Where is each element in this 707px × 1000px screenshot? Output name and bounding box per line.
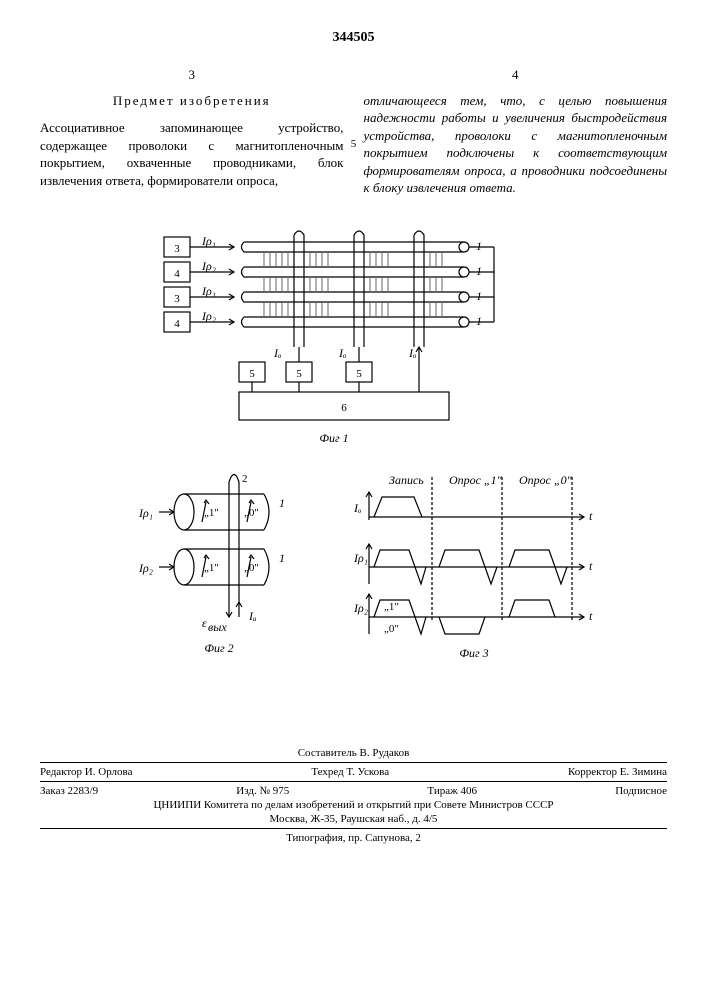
svg-text:Iₐ: Iₐ bbox=[248, 609, 257, 623]
fig3-caption: Фиг 3 bbox=[459, 646, 488, 660]
svg-text:4: 4 bbox=[174, 268, 180, 280]
svg-text:1: 1 bbox=[476, 239, 482, 253]
svg-text:2: 2 bbox=[297, 227, 303, 228]
right-column: 4 отличающееся тем, что, с целью повышен… bbox=[364, 66, 668, 197]
izd: Изд. № 975 bbox=[236, 785, 289, 797]
patent-figures-svg: .l { stroke:#000; stroke-width:1.2; fill… bbox=[104, 227, 604, 707]
svg-text:Iρ₂: Iρ₂ bbox=[353, 601, 368, 615]
svg-text:Iρ₂: Iρ₂ bbox=[138, 561, 153, 575]
svg-text:Iρ₁: Iρ₁ bbox=[201, 284, 216, 298]
line-number-5: 5 bbox=[351, 138, 357, 150]
svg-text:1: 1 bbox=[279, 551, 285, 565]
svg-text:„1": „1" bbox=[204, 507, 219, 519]
corrector: Корректор Е. Зимина bbox=[568, 766, 667, 778]
svg-text:вых: вых bbox=[208, 620, 227, 634]
svg-text:1: 1 bbox=[476, 289, 482, 303]
svg-text:1: 1 bbox=[476, 314, 482, 328]
fig1-hatch bbox=[264, 253, 442, 316]
patent-number: 344505 bbox=[40, 30, 667, 46]
fig1-conductors: 2 2 2 bbox=[294, 227, 424, 347]
svg-text:5: 5 bbox=[296, 368, 302, 380]
typo: Типография, пр. Сапунова, 2 bbox=[40, 832, 667, 844]
svg-text:2: 2 bbox=[242, 473, 248, 485]
right-text: отличающееся тем, что, с целью повышения… bbox=[364, 92, 668, 197]
svg-text:6: 6 bbox=[341, 402, 347, 414]
editor: Редактор И. Орлова bbox=[40, 766, 132, 778]
svg-text:„1": „1" bbox=[384, 601, 399, 613]
svg-text:Iρ₁: Iρ₁ bbox=[201, 234, 216, 248]
svg-text:„0": „0" bbox=[384, 623, 399, 635]
left-text: Ассоциативное запоминающее устройство, с… bbox=[40, 119, 344, 189]
svg-text:t: t bbox=[589, 509, 593, 523]
svg-text:1: 1 bbox=[279, 496, 285, 510]
svg-text:t: t bbox=[589, 609, 593, 623]
svg-text:Iₒ: Iₒ bbox=[408, 346, 417, 360]
svg-text:„1": „1" bbox=[204, 562, 219, 574]
fig3: Запись Опрос „1" Опрос „0" Iₒ t Iρ₁ t Iρ… bbox=[353, 473, 593, 635]
fig2-caption: Фиг 2 bbox=[204, 641, 233, 655]
org: ЦНИИПИ Комитета по делам изобретений и о… bbox=[40, 799, 667, 811]
svg-text:Iₒ: Iₒ bbox=[353, 501, 362, 515]
svg-text:Запись: Запись bbox=[389, 473, 424, 487]
svg-text:2: 2 bbox=[417, 227, 423, 228]
svg-text:5: 5 bbox=[249, 368, 255, 380]
tehred: Техред Т. Ускова bbox=[311, 766, 389, 778]
svg-text:Опрос „1": Опрос „1" bbox=[449, 473, 503, 487]
svg-text:ε: ε bbox=[202, 616, 207, 630]
claim-text-area: 3 Предмет изобретения Ассоциативное запо… bbox=[40, 66, 667, 197]
svg-text:2: 2 bbox=[357, 227, 363, 228]
svg-text:Iρ₁: Iρ₁ bbox=[353, 551, 368, 565]
svg-text:Iρ₁: Iρ₁ bbox=[138, 506, 153, 520]
svg-text:1: 1 bbox=[476, 264, 482, 278]
col-num-left: 3 bbox=[40, 66, 344, 84]
fig1-wires bbox=[241, 242, 469, 327]
svg-text:Iₒ: Iₒ bbox=[338, 346, 347, 360]
svg-text:Опрос „0": Опрос „0" bbox=[519, 473, 573, 487]
svg-text:„0": „0" bbox=[244, 562, 259, 574]
subject-heading: Предмет изобретения bbox=[40, 92, 344, 110]
left-column: 3 Предмет изобретения Ассоциативное запо… bbox=[40, 66, 344, 197]
svg-text:Iρ₂: Iρ₂ bbox=[201, 259, 216, 273]
address: Москва, Ж-35, Раушская наб., д. 4/5 bbox=[40, 813, 667, 825]
svg-text:3: 3 bbox=[174, 293, 180, 305]
footer: Составитель В. Рудаков Редактор И. Орлов… bbox=[40, 747, 667, 844]
svg-text:5: 5 bbox=[356, 368, 362, 380]
fig2: 2 1 „1" „0" 1 „1" „0" Iρ₁ Iρ₂ εвых Iₐ bbox=[138, 473, 285, 634]
col-num-right: 4 bbox=[364, 66, 668, 84]
svg-text:„0": „0" bbox=[244, 507, 259, 519]
figures-area: .l { stroke:#000; stroke-width:1.2; fill… bbox=[40, 227, 667, 707]
fig1-driver-blocks: 3 4 3 4 bbox=[164, 237, 190, 332]
compiler: Составитель В. Рудаков bbox=[40, 747, 667, 759]
podpisnoe: Подписное bbox=[615, 785, 667, 797]
fig1-caption: Фиг 1 bbox=[319, 431, 348, 445]
order: Заказ 2283/9 bbox=[40, 785, 98, 797]
svg-text:Iρ₂: Iρ₂ bbox=[201, 309, 216, 323]
tirazh: Тираж 406 bbox=[427, 785, 477, 797]
svg-text:t: t bbox=[589, 559, 593, 573]
svg-text:Iₒ: Iₒ bbox=[273, 346, 282, 360]
svg-text:4: 4 bbox=[174, 318, 180, 330]
svg-text:3: 3 bbox=[174, 243, 180, 255]
